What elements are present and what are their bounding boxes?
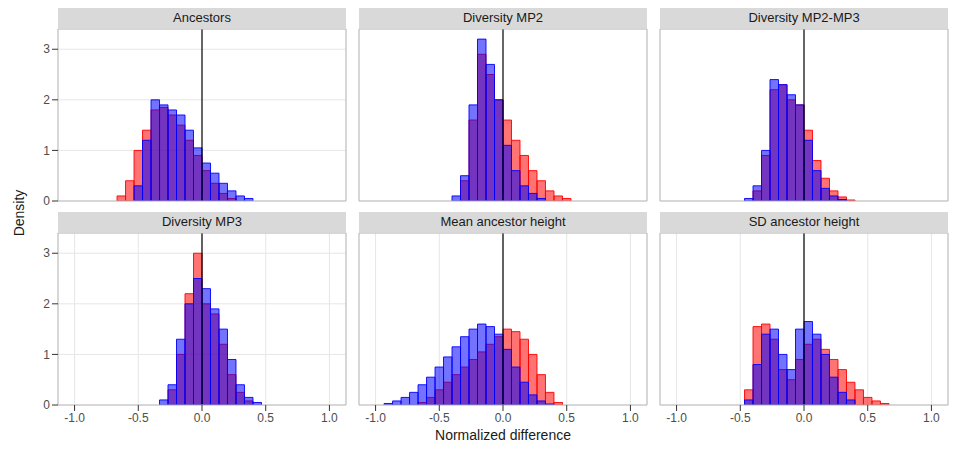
svg-text:1.0: 1.0 <box>321 411 338 425</box>
svg-text:0: 0 <box>43 194 50 206</box>
svg-text:2: 2 <box>43 93 50 107</box>
svg-text:0: 0 <box>43 398 50 412</box>
svg-text:Density: Density <box>11 190 27 237</box>
svg-text:0.5: 0.5 <box>558 411 575 425</box>
svg-text:-0.5: -0.5 <box>429 411 450 425</box>
svg-text:-0.5: -0.5 <box>128 411 149 425</box>
svg-text:0.5: 0.5 <box>859 411 876 425</box>
svg-text:3: 3 <box>43 246 50 260</box>
html-text:Ancestors: Ancestors <box>173 10 231 25</box>
svg-text:1.0: 1.0 <box>622 411 639 425</box>
svg-text:2: 2 <box>43 297 50 311</box>
svg-text:0.5: 0.5 <box>257 411 274 425</box>
html-text:Diversity MP2-MP3: Diversity MP2-MP3 <box>748 10 860 25</box>
html-text:Normalized difference: Normalized difference <box>435 427 571 443</box>
html-text:SD ancestor height: SD ancestor height <box>748 214 860 229</box>
svg-text:-1.0: -1.0 <box>365 411 386 425</box>
svg-text:3: 3 <box>43 42 50 56</box>
svg-text:0.0: 0.0 <box>796 411 813 425</box>
svg-text:1: 1 <box>43 348 50 362</box>
svg-text:0.0: 0.0 <box>495 411 512 425</box>
svg-text:1.0: 1.0 <box>923 411 940 425</box>
svg-text:-1.0: -1.0 <box>64 411 85 425</box>
svg-text:-0.5: -0.5 <box>730 411 751 425</box>
html-text:Diversity MP2: Diversity MP2 <box>462 10 544 25</box>
svg-text:0.0: 0.0 <box>194 411 211 425</box>
html-text:Diversity MP3: Diversity MP3 <box>161 214 243 229</box>
svg-text:-1.0: -1.0 <box>666 411 687 425</box>
svg-text:1: 1 <box>43 144 50 158</box>
html-text:Mean ancestor height: Mean ancestor height <box>440 214 566 229</box>
